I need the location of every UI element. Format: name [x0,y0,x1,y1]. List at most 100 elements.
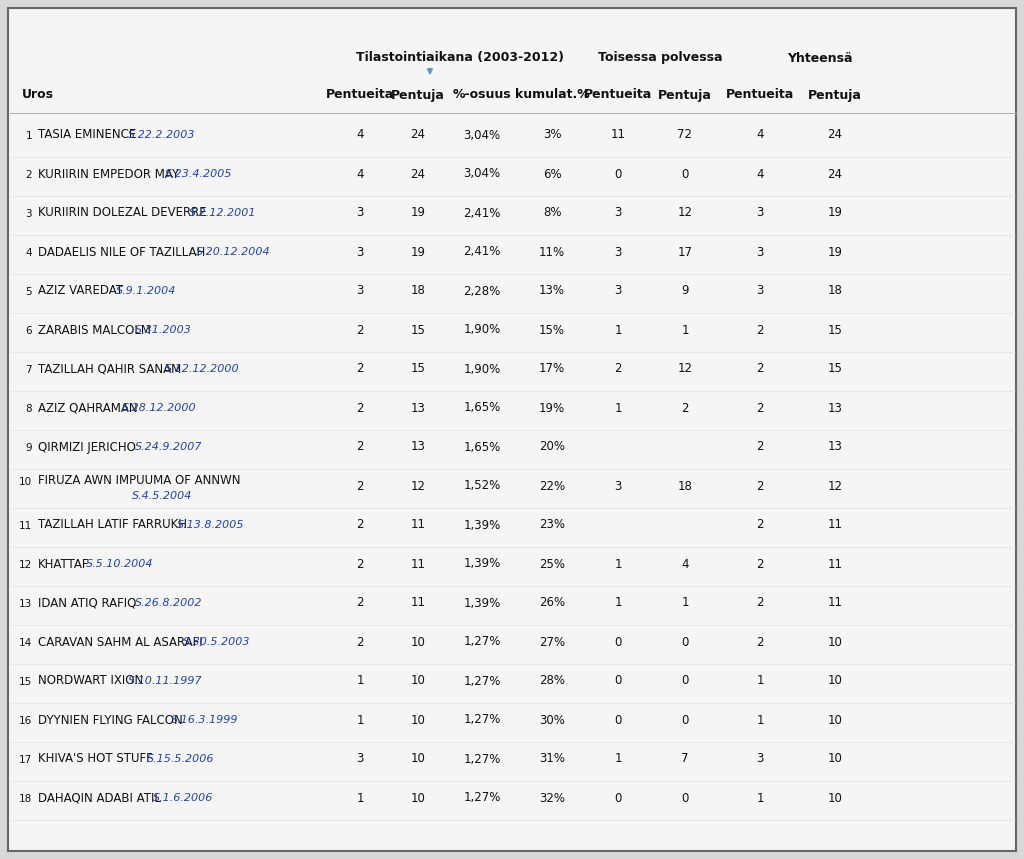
Text: kumulat.%: kumulat.% [515,88,590,101]
Text: 2: 2 [681,401,689,415]
Text: S.30.5.2003: S.30.5.2003 [183,637,251,647]
Text: 2: 2 [356,636,364,649]
Text: 32%: 32% [539,791,565,805]
Text: 1: 1 [356,791,364,805]
Text: 2: 2 [26,170,32,180]
Text: 13: 13 [827,441,843,454]
Text: 19%: 19% [539,401,565,415]
Text: AZIZ VAREDAT: AZIZ VAREDAT [38,284,123,297]
Text: 11%: 11% [539,246,565,259]
Text: 1: 1 [614,557,622,570]
Text: 10: 10 [827,714,843,727]
Text: 16: 16 [18,716,32,726]
Text: Pentuja: Pentuja [808,88,862,101]
Text: 3: 3 [356,752,364,765]
Text: 30%: 30% [539,714,565,727]
Text: 1,39%: 1,39% [464,519,501,532]
Text: 3,04%: 3,04% [464,129,501,142]
Text: 13: 13 [411,401,425,415]
Text: 10: 10 [827,636,843,649]
Text: 2: 2 [757,324,764,337]
Text: 2: 2 [356,479,364,492]
Text: 7: 7 [681,752,689,765]
Text: 10: 10 [827,752,843,765]
Text: 0: 0 [614,674,622,687]
Text: 0: 0 [681,168,689,180]
Text: 4: 4 [26,248,32,258]
Text: 0: 0 [681,674,689,687]
Text: S.31.2003: S.31.2003 [134,325,191,335]
Text: 2: 2 [757,401,764,415]
Text: TASIA EMINENCE: TASIA EMINENCE [38,129,136,142]
Text: 18: 18 [411,284,425,297]
Text: 1,65%: 1,65% [464,441,501,454]
Text: 11: 11 [411,596,426,610]
Text: 3: 3 [757,246,764,259]
Text: 1,39%: 1,39% [464,596,501,610]
Text: 31%: 31% [539,752,565,765]
Text: 1,27%: 1,27% [463,714,501,727]
Text: 11: 11 [18,521,32,531]
Text: 25%: 25% [539,557,565,570]
Text: S.9.1.2004: S.9.1.2004 [116,286,176,296]
Text: 10: 10 [411,752,425,765]
Text: 17%: 17% [539,362,565,375]
Text: 3: 3 [614,479,622,492]
Text: 4: 4 [356,168,364,180]
Text: 19: 19 [827,206,843,220]
Text: 10: 10 [411,714,425,727]
Text: 20%: 20% [539,441,565,454]
Text: 2,41%: 2,41% [463,206,501,220]
Text: 2: 2 [757,636,764,649]
Text: 10: 10 [411,636,425,649]
Text: 3: 3 [757,284,764,297]
Text: 1,27%: 1,27% [463,636,501,649]
Text: 3: 3 [356,246,364,259]
Text: 10: 10 [411,674,425,687]
Text: 0: 0 [614,714,622,727]
Text: 13: 13 [827,401,843,415]
Text: 13: 13 [411,441,425,454]
Text: 2: 2 [757,557,764,570]
Text: 15: 15 [411,362,425,375]
Text: TAZILLAH LATIF FARRUKH: TAZILLAH LATIF FARRUKH [38,519,187,532]
Text: 3: 3 [356,284,364,297]
Text: S.24.9.2007: S.24.9.2007 [134,442,202,452]
Text: 15: 15 [18,677,32,687]
Text: 1,90%: 1,90% [464,362,501,375]
Text: 8%: 8% [543,206,561,220]
Text: 11: 11 [411,557,426,570]
Text: 2: 2 [356,362,364,375]
Text: 2: 2 [757,519,764,532]
Text: 12: 12 [678,362,692,375]
Text: S.23.4.2005: S.23.4.2005 [165,169,232,179]
Text: 15: 15 [827,324,843,337]
Text: 11: 11 [610,129,626,142]
Text: 1,27%: 1,27% [463,752,501,765]
Text: 23%: 23% [539,519,565,532]
Text: 12: 12 [18,560,32,570]
Text: 1: 1 [614,401,622,415]
Text: Pentueita: Pentueita [726,88,795,101]
Text: S.28.12.2000: S.28.12.2000 [122,403,197,413]
Text: 0: 0 [681,714,689,727]
Text: 15: 15 [827,362,843,375]
Text: 1,27%: 1,27% [463,674,501,687]
Text: ZARABIS MALCOLM: ZARABIS MALCOLM [38,324,151,337]
Text: 0: 0 [614,636,622,649]
Text: AZIZ QAHRAMAN: AZIZ QAHRAMAN [38,401,137,415]
Text: 1: 1 [26,131,32,141]
Text: 1: 1 [681,596,689,610]
Text: 3,04%: 3,04% [464,168,501,180]
Text: 17: 17 [678,246,692,259]
Text: 0: 0 [614,791,622,805]
Text: 11: 11 [827,519,843,532]
Text: 2: 2 [356,441,364,454]
Text: S.2.12.2001: S.2.12.2001 [189,208,257,218]
Text: 13: 13 [18,599,32,609]
Text: 1: 1 [614,752,622,765]
Text: 2: 2 [356,324,364,337]
Text: 18: 18 [678,479,692,492]
Text: 18: 18 [18,794,32,804]
Text: 1,65%: 1,65% [464,401,501,415]
